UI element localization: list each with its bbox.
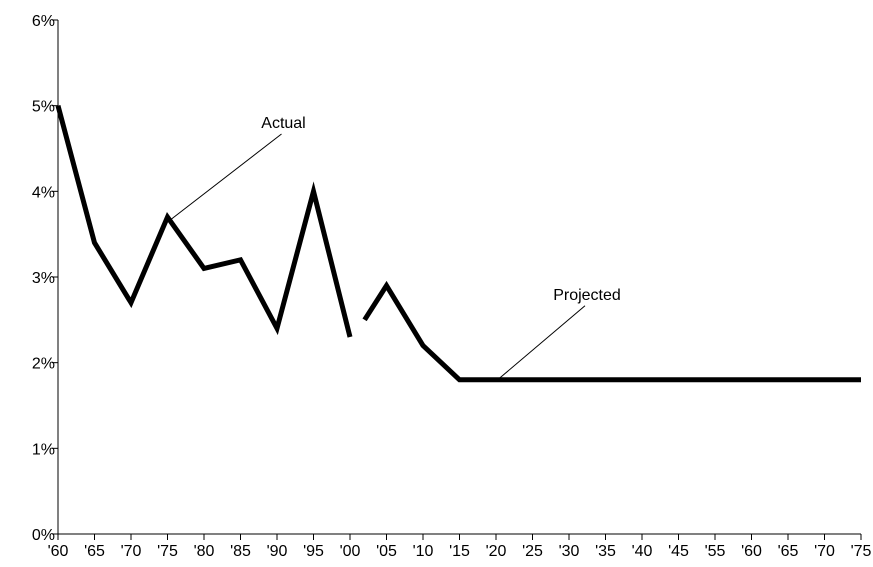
x-tick-label: '75	[157, 543, 178, 560]
x-tick-label: '70	[814, 543, 835, 560]
x-tick-label: '75	[851, 543, 872, 560]
x-tick-label: '65	[778, 543, 799, 560]
projected-annotation-label: Projected	[553, 287, 621, 304]
series-layer	[55, 105, 861, 383]
y-tick-label: 1%	[32, 441, 55, 458]
actual-series-line	[55, 105, 353, 338]
x-tick-label: '95	[303, 543, 324, 560]
x-tick-label: '45	[668, 543, 689, 560]
x-tick-label: '15	[449, 543, 470, 560]
actual-annotation-label: Actual	[261, 115, 305, 132]
y-tick-label: 5%	[32, 99, 55, 116]
annotation-leader-line	[171, 133, 282, 220]
x-tick-label: '60	[741, 543, 762, 560]
y-tick-label: 6%	[32, 13, 55, 30]
annotations-layer: Actual Projected	[171, 115, 621, 379]
x-tick-label: '35	[595, 543, 616, 560]
x-tick-label: '00	[340, 543, 361, 560]
axes	[57, 20, 861, 535]
x-axis-ticks: '60 '65 '70 '75 '80 '85 '90 '95 '00 '05 '10 '15 '20 '…	[48, 534, 872, 560]
x-tick-label: '30	[559, 543, 580, 560]
projected-series-line	[362, 280, 861, 383]
x-tick-label: '90	[267, 543, 288, 560]
x-tick-label: '20	[486, 543, 507, 560]
y-axis-ticks: 0% 1% 2% 3% 4% 5% 6%	[32, 13, 58, 544]
x-tick-label: '40	[632, 543, 653, 560]
x-tick-label: '80	[194, 543, 215, 560]
x-tick-label: '60	[48, 543, 69, 560]
y-tick-label: 3%	[32, 270, 55, 287]
x-tick-label: '05	[376, 543, 397, 560]
y-tick-label: 4%	[32, 184, 55, 201]
x-tick-label: '70	[121, 543, 142, 560]
annotation-leader-line	[499, 305, 586, 379]
x-tick-label: '55	[705, 543, 726, 560]
y-tick-label: 2%	[32, 356, 55, 373]
x-tick-label: '65	[84, 543, 105, 560]
x-tick-label: '25	[522, 543, 543, 560]
y-tick-label: 0%	[32, 527, 55, 544]
x-tick-label: '85	[230, 543, 251, 560]
x-tick-label: '10	[413, 543, 434, 560]
